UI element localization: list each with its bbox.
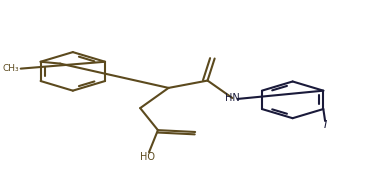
Text: HO: HO (140, 152, 155, 162)
Text: HN: HN (225, 93, 240, 103)
Text: I: I (324, 120, 327, 130)
Text: CH₃: CH₃ (2, 64, 19, 73)
